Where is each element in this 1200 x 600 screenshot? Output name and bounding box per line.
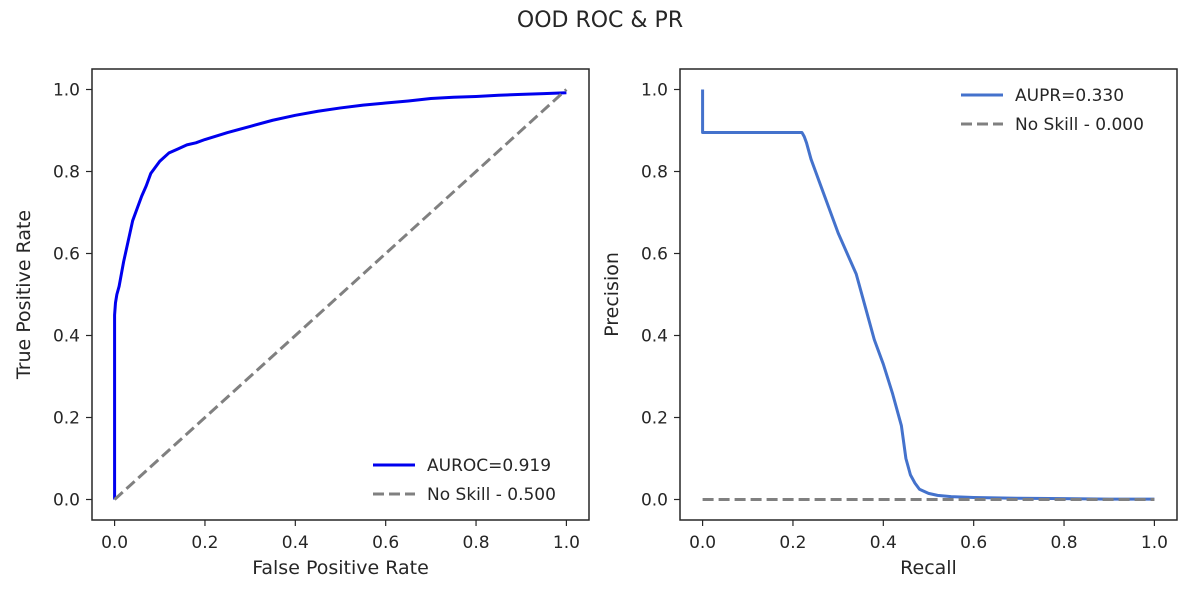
x-axis-label: False Positive Rate xyxy=(252,557,429,579)
y-tick-label: 0.4 xyxy=(53,327,80,347)
x-tick-label: 0.0 xyxy=(689,533,716,553)
x-tick-label: 0.2 xyxy=(191,533,218,553)
x-tick-label: 0.2 xyxy=(779,533,806,553)
y-tick-label: 0.4 xyxy=(641,327,668,347)
x-tick-label: 0.6 xyxy=(372,533,399,553)
legend-label: AUPR=0.330 xyxy=(1015,86,1124,106)
axes-frame xyxy=(679,68,1178,521)
figure-title: OOD ROC & PR xyxy=(516,8,684,33)
x-tick-label: 0.0 xyxy=(101,533,128,553)
y-axis-label: True Positive Rate xyxy=(13,210,35,380)
series-line-1 xyxy=(701,89,1155,501)
series-line-2 xyxy=(113,88,568,501)
y-tick-label: 0.0 xyxy=(641,491,668,511)
y-tick-label: 0.2 xyxy=(53,409,80,429)
x-axis-label: Recall xyxy=(900,557,957,579)
legend-label: AUROC=0.919 xyxy=(427,456,551,476)
x-tick-label: 0.4 xyxy=(282,533,309,553)
chart-2: 0.0 0.2 0.4 0.6 0.8 1.0 0.0 0.2 0.4 0.6 0.8 1.0 Reca… xyxy=(601,68,1178,579)
y-tick-label: 1.0 xyxy=(641,81,668,101)
y-tick-label: 0.8 xyxy=(53,163,80,183)
x-tick-label: 1.0 xyxy=(1141,533,1168,553)
x-tick-label: 1.0 xyxy=(553,533,580,553)
legend: AUROC=0.919 No Skill - 0.500 xyxy=(373,456,556,505)
y-tick-label: 1.0 xyxy=(53,81,80,101)
x-tick-label: 0.8 xyxy=(1051,533,1078,553)
y-tick-label: 0.8 xyxy=(641,163,668,183)
legend: AUPR=0.330 No Skill - 0.000 xyxy=(961,86,1144,135)
x-tick-label: 0.6 xyxy=(960,533,987,553)
y-tick-label: 0.6 xyxy=(53,245,80,265)
y-axis-label: Precision xyxy=(601,252,623,337)
x-tick-label: 0.4 xyxy=(870,533,897,553)
legend-label: No Skill - 0.000 xyxy=(1015,115,1144,135)
x-tick-label: 0.8 xyxy=(463,533,490,553)
y-tick-label: 0.2 xyxy=(641,409,668,429)
legend-label: No Skill - 0.500 xyxy=(427,485,556,505)
chart-1: 0.0 0.2 0.4 0.6 0.8 1.0 0.0 0.2 0.4 0.6 0.8 1.0 Fals… xyxy=(13,68,590,579)
y-tick-label: 0.6 xyxy=(641,245,668,265)
series-line-1 xyxy=(113,91,567,500)
y-tick-label: 0.0 xyxy=(53,491,80,511)
axes-frame xyxy=(91,68,590,521)
